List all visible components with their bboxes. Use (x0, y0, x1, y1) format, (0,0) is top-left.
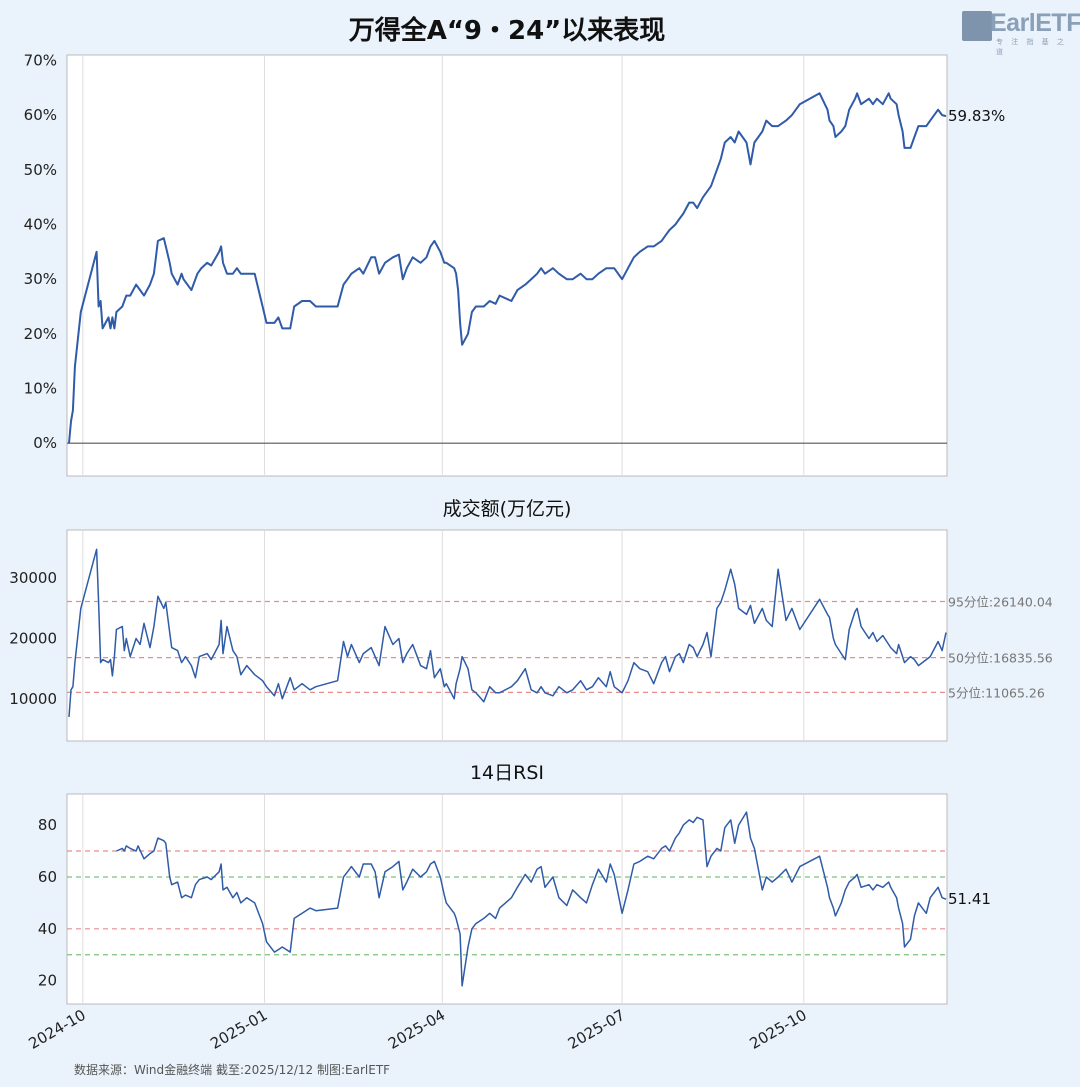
y-tick-label: 70% (24, 51, 57, 69)
plot-area (66, 529, 948, 742)
logo-tagline: 专 注 指 基 之 道 (996, 38, 1067, 56)
chart-title: 万得全A“9・24”以来表现 (348, 16, 666, 46)
series-line (68, 548, 947, 717)
y-tick-label: 60% (24, 106, 57, 124)
last-value-label: 51.41 (948, 890, 991, 908)
y-tick-label: 50% (24, 161, 57, 179)
y-tick-label: 20000 (9, 630, 57, 648)
y-tick-label: 10% (24, 380, 57, 398)
last-value-label: 59.83% (948, 107, 1005, 125)
y-tick-label: 10000 (9, 690, 57, 708)
x-tick-label: 2024-10 (26, 1006, 89, 1053)
panel-2: 20 40 60 80 51.41 (38, 793, 991, 1005)
plot-area (66, 54, 948, 477)
earletf-logo: EarlETF 专 注 指 基 之 道 (960, 8, 1080, 56)
series-line (116, 811, 947, 987)
x-tick-label: 2025-07 (565, 1006, 628, 1053)
rsi-chart-title: 14日RSI (469, 762, 545, 784)
y-tick-label: 20% (24, 325, 57, 343)
y-tick-label: 30000 (9, 569, 57, 587)
source-note: 数据来源：Wind金融终端 截至:2025/12/12 制图:EarlETF (74, 1063, 391, 1077)
y-tick-label: 40% (24, 215, 57, 233)
panel-1: 10000 20000 30000 95分位:26140.04 50分位:16835.5… (9, 529, 1053, 742)
x-tick-label: 2025-10 (747, 1006, 810, 1053)
x-tick-label: 2025-04 (385, 1006, 448, 1053)
y-tick-label: 40 (38, 920, 57, 938)
logo-icon (962, 11, 992, 41)
y-tick-label: 80 (38, 816, 57, 834)
y-tick-label: 20 (38, 972, 57, 990)
reference-label: 95分位:26140.04 (948, 594, 1053, 609)
volume-chart-title: 成交额(万亿元) (442, 498, 572, 520)
y-tick-label: 30% (24, 270, 57, 288)
y-tick-label: 60 (38, 868, 57, 886)
x-tick-label: 2025-01 (207, 1006, 270, 1053)
y-tick-label: 0% (33, 434, 57, 452)
plot-area (66, 793, 948, 1005)
reference-label: 5分位:11065.26 (948, 685, 1045, 700)
series-line (68, 92, 947, 444)
logo-text: EarlETF (990, 9, 1080, 37)
reference-label: 50分位:16835.56 (948, 651, 1053, 666)
panel-0: 0% 10% 20% 30% 40% 50% 60% 70% 59.83% (24, 51, 1005, 477)
